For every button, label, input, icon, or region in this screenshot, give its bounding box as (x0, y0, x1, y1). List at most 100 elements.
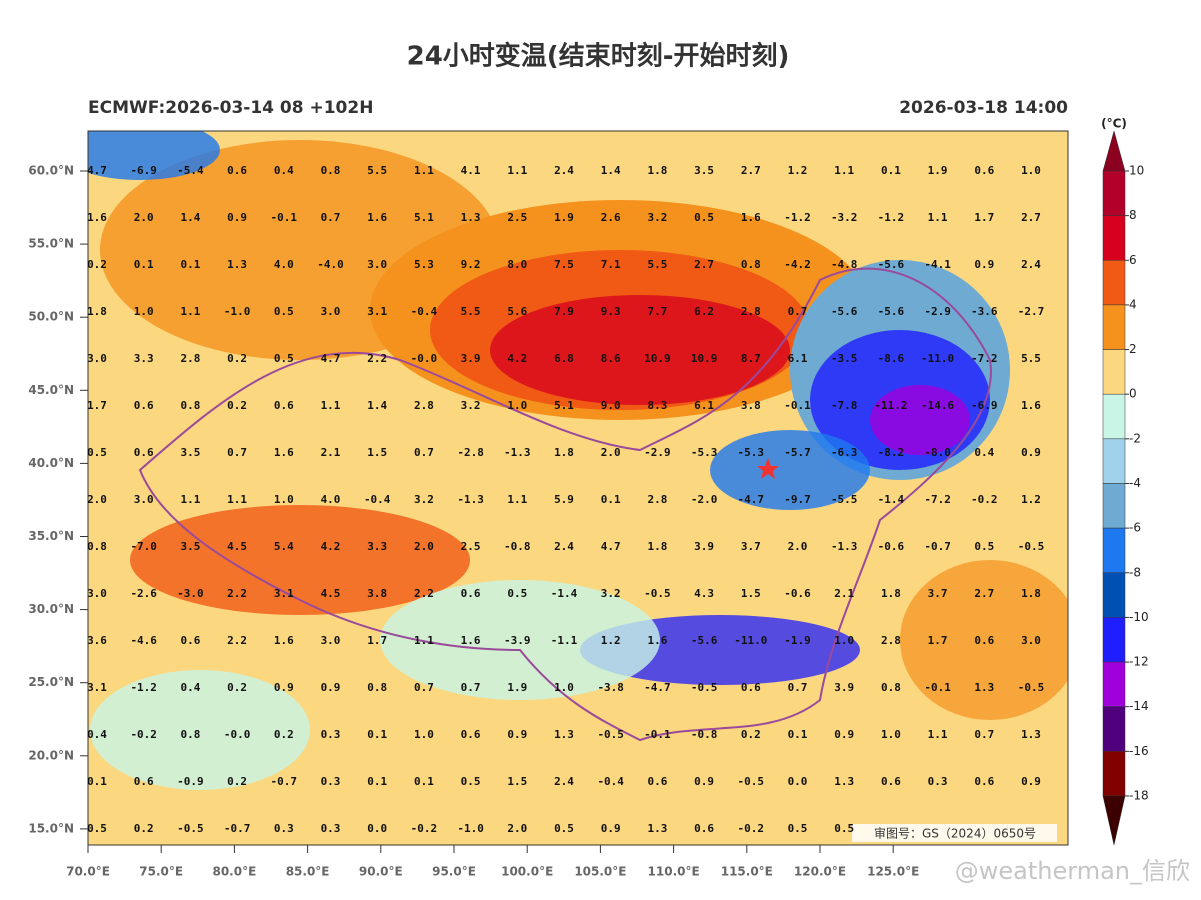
grid-value: -0.1 (644, 728, 671, 741)
grid-value: 2.4 (554, 164, 574, 177)
grid-value: -0.5 (1018, 681, 1045, 694)
grid-value: -3.0 (177, 587, 204, 600)
grid-value: 0.2 (227, 352, 247, 365)
grid-value: 4.3 (694, 587, 714, 600)
grid-value: -0.7 (924, 540, 951, 553)
grid-value: 1.0 (134, 305, 154, 318)
grid-value: 0.6 (694, 822, 714, 835)
grid-value: -9.7 (784, 493, 811, 506)
grid-value: -5.3 (691, 446, 718, 459)
grid-value: 0.5 (87, 822, 107, 835)
grid-value: 0.1 (414, 775, 434, 788)
lat-label: 40.0°N (28, 456, 74, 470)
grid-value: 1.8 (647, 540, 667, 553)
grid-value: 3.3 (367, 540, 387, 553)
grid-value: 3.7 (928, 587, 948, 600)
grid-value: -5.5 (831, 493, 858, 506)
grid-value: 1.8 (87, 305, 107, 318)
colorbar-arrow (1102, 130, 1126, 172)
grid-value: 0.5 (974, 540, 994, 553)
grid-value: 3.0 (87, 587, 107, 600)
grid-value: -8.6 (878, 352, 905, 365)
grid-value: 0.2 (227, 681, 247, 694)
grid-value: 0.7 (788, 305, 808, 318)
grid-value: 1.7 (928, 634, 948, 647)
grid-value: 0.6 (881, 775, 901, 788)
colorbar-band (1102, 617, 1126, 663)
grid-value: 0.1 (180, 258, 200, 271)
grid-value: 1.7 (367, 634, 387, 647)
grid-value: 0.6 (974, 634, 994, 647)
grid-value: -3.9 (504, 634, 531, 647)
grid-value: 3.1 (87, 681, 107, 694)
grid-value: -0.7 (224, 822, 251, 835)
grid-value: -0.8 (504, 540, 531, 553)
grid-value: -3.8 (597, 681, 624, 694)
grid-value: 3.0 (321, 634, 341, 647)
grid-value: 0.5 (694, 211, 714, 224)
grid-value: -0.5 (597, 728, 624, 741)
grid-value: 1.6 (87, 211, 107, 224)
watermark: @weatherman_信欣 (955, 857, 1190, 885)
grid-value: -2.9 (924, 305, 951, 318)
colorbar-label: -2 (1129, 431, 1141, 445)
lon-label: 100.0°E (501, 865, 553, 879)
grid-value: 1.6 (274, 634, 294, 647)
grid-value: -0.5 (177, 822, 204, 835)
grid-value: -4.0 (317, 258, 344, 271)
grid-value: 1.6 (461, 634, 481, 647)
colorbar-label: 4 (1129, 297, 1137, 311)
colorbar-band (1102, 751, 1126, 797)
grid-value: 3.2 (414, 493, 434, 506)
grid-value: 0.5 (274, 352, 294, 365)
colorbar-label: 6 (1129, 253, 1137, 267)
grid-value: 0.3 (321, 728, 341, 741)
grid-value: 1.3 (834, 775, 854, 788)
grid-value: 0.6 (227, 164, 247, 177)
grid-value: 0.6 (274, 399, 294, 412)
grid-value: 1.0 (507, 399, 527, 412)
grid-value: -0.2 (971, 493, 998, 506)
colorbar-label: -10 (1129, 610, 1149, 624)
grid-value: -14.6 (921, 399, 954, 412)
grid-value: 0.2 (227, 399, 247, 412)
grid-value: -4.7 (644, 681, 671, 694)
lon-label: 125.0°E (867, 865, 919, 879)
grid-value: 7.7 (647, 305, 667, 318)
grid-value: 1.2 (788, 164, 808, 177)
grid-value: -8.0 (924, 446, 951, 459)
grid-value: -1.0 (457, 822, 484, 835)
grid-value: 4.7 (321, 352, 341, 365)
grid-value: 0.9 (834, 728, 854, 741)
grid-value: 0.9 (507, 728, 527, 741)
grid-value: -1.2 (784, 211, 811, 224)
grid-value: 3.7 (741, 540, 761, 553)
grid-value: 0.6 (180, 634, 200, 647)
grid-value: 8.6 (601, 352, 621, 365)
grid-value: 1.0 (274, 493, 294, 506)
grid-value: -11.0 (921, 352, 954, 365)
grid-value: 1.3 (974, 681, 994, 694)
colorbar-band (1102, 260, 1126, 306)
title: 24小时变温(结束时刻-开始时刻) (407, 41, 790, 72)
grid-value: -7.0 (130, 540, 157, 553)
grid-value: 3.9 (834, 681, 854, 694)
grid-value: 5.3 (414, 258, 434, 271)
approval-box (852, 824, 1057, 842)
lat-label: 25.0°N (28, 675, 74, 689)
grid-value: 3.0 (367, 258, 387, 271)
grid-value: 0.1 (601, 493, 621, 506)
grid-value: 2.4 (554, 540, 574, 553)
lon-label: 85.0°E (286, 865, 330, 879)
grid-value: 1.4 (601, 164, 621, 177)
grid-value: 0.2 (87, 258, 107, 271)
grid-value: 2.5 (507, 211, 527, 224)
colorbar-unit: (°C) (1101, 117, 1127, 131)
grid-value: 0.8 (87, 540, 107, 553)
lat-label: 35.0°N (28, 529, 74, 543)
grid-value: -0.0 (224, 728, 251, 741)
grid-value: 2.1 (834, 587, 854, 600)
grid-value: 0.8 (180, 728, 200, 741)
grid-value: 0.5 (834, 822, 854, 835)
grid-value: 8.7 (741, 352, 761, 365)
